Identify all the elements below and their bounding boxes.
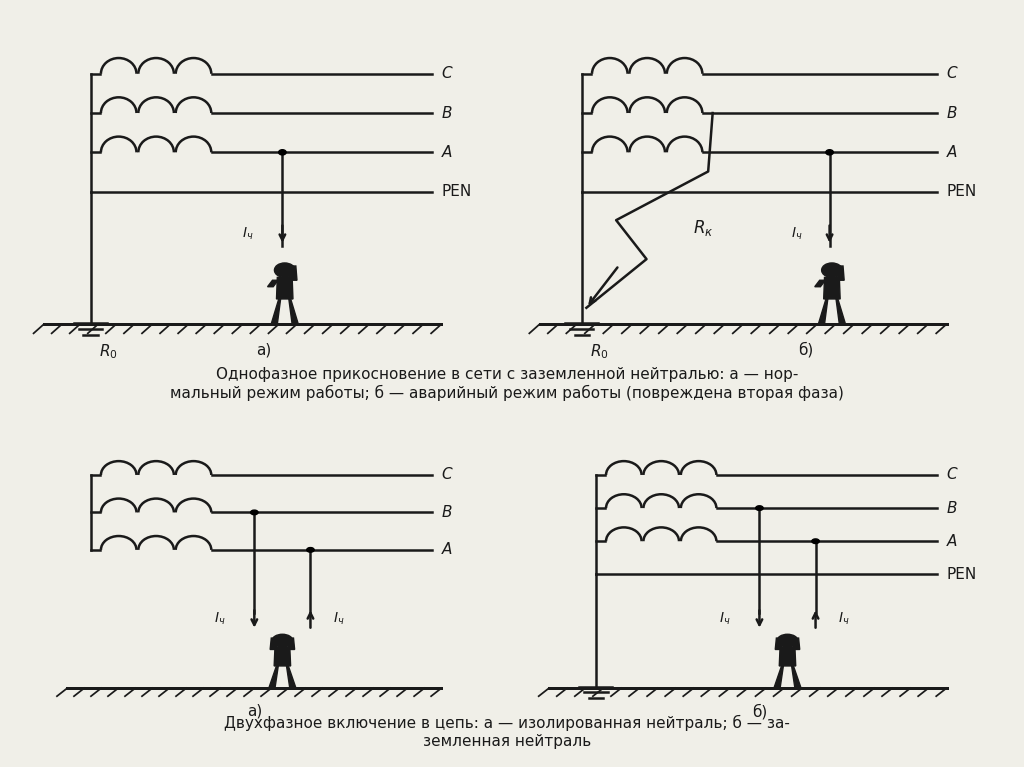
Text: Двухфазное включение в цепь: а — изолированная нейтраль; б — за-
земленная нейтр: Двухфазное включение в цепь: а — изолиро… [224, 715, 790, 749]
Text: $I_ч$: $I_ч$ [838, 611, 849, 627]
Text: Однофазное прикосновение в сети с заземленной нейтралью: а — нор-
мальный режим : Однофазное прикосновение в сети с заземл… [170, 367, 844, 401]
Circle shape [272, 634, 293, 647]
Text: A: A [946, 534, 956, 548]
Circle shape [307, 548, 314, 552]
Polygon shape [836, 299, 846, 324]
Polygon shape [815, 280, 825, 287]
Text: B: B [946, 106, 957, 120]
Text: $R_0$: $R_0$ [590, 342, 609, 361]
Text: б): б) [752, 704, 767, 719]
Circle shape [251, 510, 258, 515]
Text: PEN: PEN [946, 567, 977, 582]
Text: B: B [946, 501, 957, 515]
Text: C: C [441, 66, 452, 81]
Polygon shape [793, 638, 800, 650]
Text: C: C [946, 66, 957, 81]
Polygon shape [818, 299, 827, 324]
Polygon shape [774, 666, 783, 688]
Polygon shape [287, 666, 296, 688]
Text: а): а) [247, 704, 262, 719]
Circle shape [825, 150, 834, 155]
Text: C: C [946, 467, 957, 482]
Text: PEN: PEN [441, 184, 472, 199]
Text: б): б) [799, 342, 814, 358]
Text: B: B [441, 106, 452, 120]
Polygon shape [837, 266, 844, 280]
Text: $I_ч$: $I_ч$ [214, 611, 225, 627]
Text: а): а) [256, 342, 271, 357]
Polygon shape [274, 647, 291, 666]
Text: A: A [946, 145, 956, 160]
Polygon shape [270, 638, 278, 650]
Polygon shape [290, 266, 297, 280]
Circle shape [812, 539, 819, 544]
Text: A: A [441, 542, 452, 558]
Text: C: C [441, 467, 452, 482]
Text: $I_ч$: $I_ч$ [242, 226, 253, 242]
Polygon shape [775, 638, 782, 650]
Polygon shape [271, 299, 281, 324]
Text: $R_к$: $R_к$ [693, 218, 714, 238]
Polygon shape [288, 638, 295, 650]
Polygon shape [269, 666, 279, 688]
Circle shape [821, 263, 842, 278]
Circle shape [777, 634, 798, 647]
Text: B: B [441, 505, 452, 520]
Text: $I_ч$: $I_ч$ [719, 611, 730, 627]
Polygon shape [779, 647, 796, 666]
Polygon shape [267, 280, 279, 287]
Polygon shape [289, 299, 298, 324]
Text: A: A [441, 145, 452, 160]
Circle shape [274, 263, 295, 278]
Polygon shape [276, 278, 293, 299]
Text: $I_ч$: $I_ч$ [792, 226, 803, 242]
Circle shape [756, 505, 763, 510]
Text: $I_ч$: $I_ч$ [333, 611, 344, 627]
Circle shape [279, 150, 286, 155]
Polygon shape [792, 666, 801, 688]
Polygon shape [823, 278, 840, 299]
Text: PEN: PEN [946, 184, 977, 199]
Text: $R_0$: $R_0$ [99, 342, 118, 361]
